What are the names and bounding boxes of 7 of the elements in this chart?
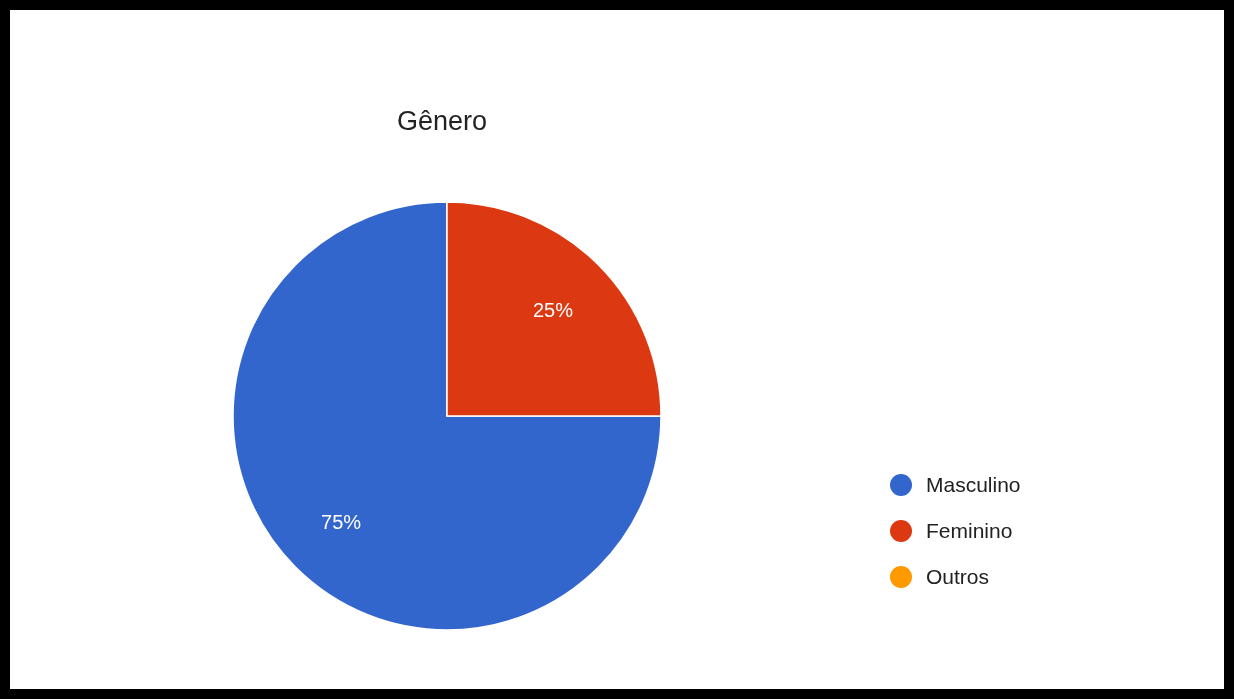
legend-label: Outros — [926, 565, 990, 589]
legend-label: Masculino — [926, 473, 1021, 497]
pie-slice — [232, 201, 662, 631]
legend-label: Feminino — [926, 519, 1013, 543]
data-label: 25% — [532, 299, 574, 322]
data-label: 75% — [321, 510, 362, 533]
chart-title: Gênero — [395, 106, 489, 137]
